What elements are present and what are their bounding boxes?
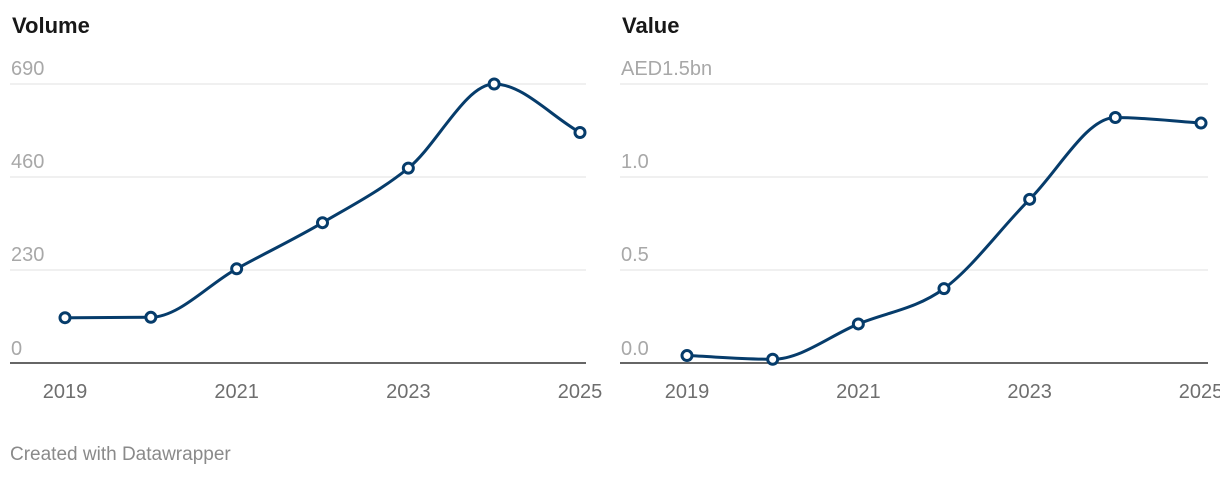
data-point	[487, 77, 501, 91]
data-point	[680, 349, 694, 363]
y-tick-label: 0	[11, 338, 22, 360]
data-point	[766, 352, 780, 366]
data-point	[58, 311, 72, 325]
x-tick-label: 2019	[665, 381, 710, 403]
data-point	[316, 216, 329, 230]
series-line	[63, 82, 582, 320]
chart-panel-1: Volume 0 230 460 690 2019 2021 2023 2025	[10, 13, 602, 403]
y-tick-label: 690	[11, 58, 44, 80]
data-point	[230, 262, 244, 276]
y-tick-label: 1.0	[621, 151, 649, 173]
data-point	[1194, 116, 1208, 130]
series-line	[685, 115, 1203, 361]
y-tick-label: AED1.5bn	[621, 58, 712, 80]
x-tick-label: 2019	[43, 381, 88, 403]
data-point	[851, 317, 865, 331]
chart-title: Volume	[12, 13, 90, 38]
y-tick-label: 0.5	[621, 244, 649, 266]
y-tick-label: 0.0	[621, 338, 649, 360]
data-point	[1108, 110, 1122, 124]
chart-panel-2: Value 0.0 0.5 1.0 AED1.5bn 2019 2021 2023 2025	[620, 13, 1220, 403]
y-tick-label: 230	[11, 244, 44, 266]
data-point	[401, 161, 415, 175]
data-point	[144, 310, 158, 324]
x-tick-label: 2023	[1007, 381, 1052, 403]
x-tick-label: 2025	[558, 381, 603, 403]
x-tick-label: 2021	[214, 381, 259, 403]
datawrapper-credit: Created with Datawrapper	[10, 444, 231, 465]
data-point	[1023, 192, 1037, 206]
data-point	[937, 282, 951, 296]
x-tick-label: 2021	[836, 381, 881, 403]
chart-title: Value	[622, 13, 679, 38]
x-tick-label: 2025	[1179, 381, 1220, 403]
y-tick-label: 460	[11, 151, 44, 173]
data-point	[573, 126, 587, 140]
x-tick-label: 2023	[386, 381, 431, 403]
